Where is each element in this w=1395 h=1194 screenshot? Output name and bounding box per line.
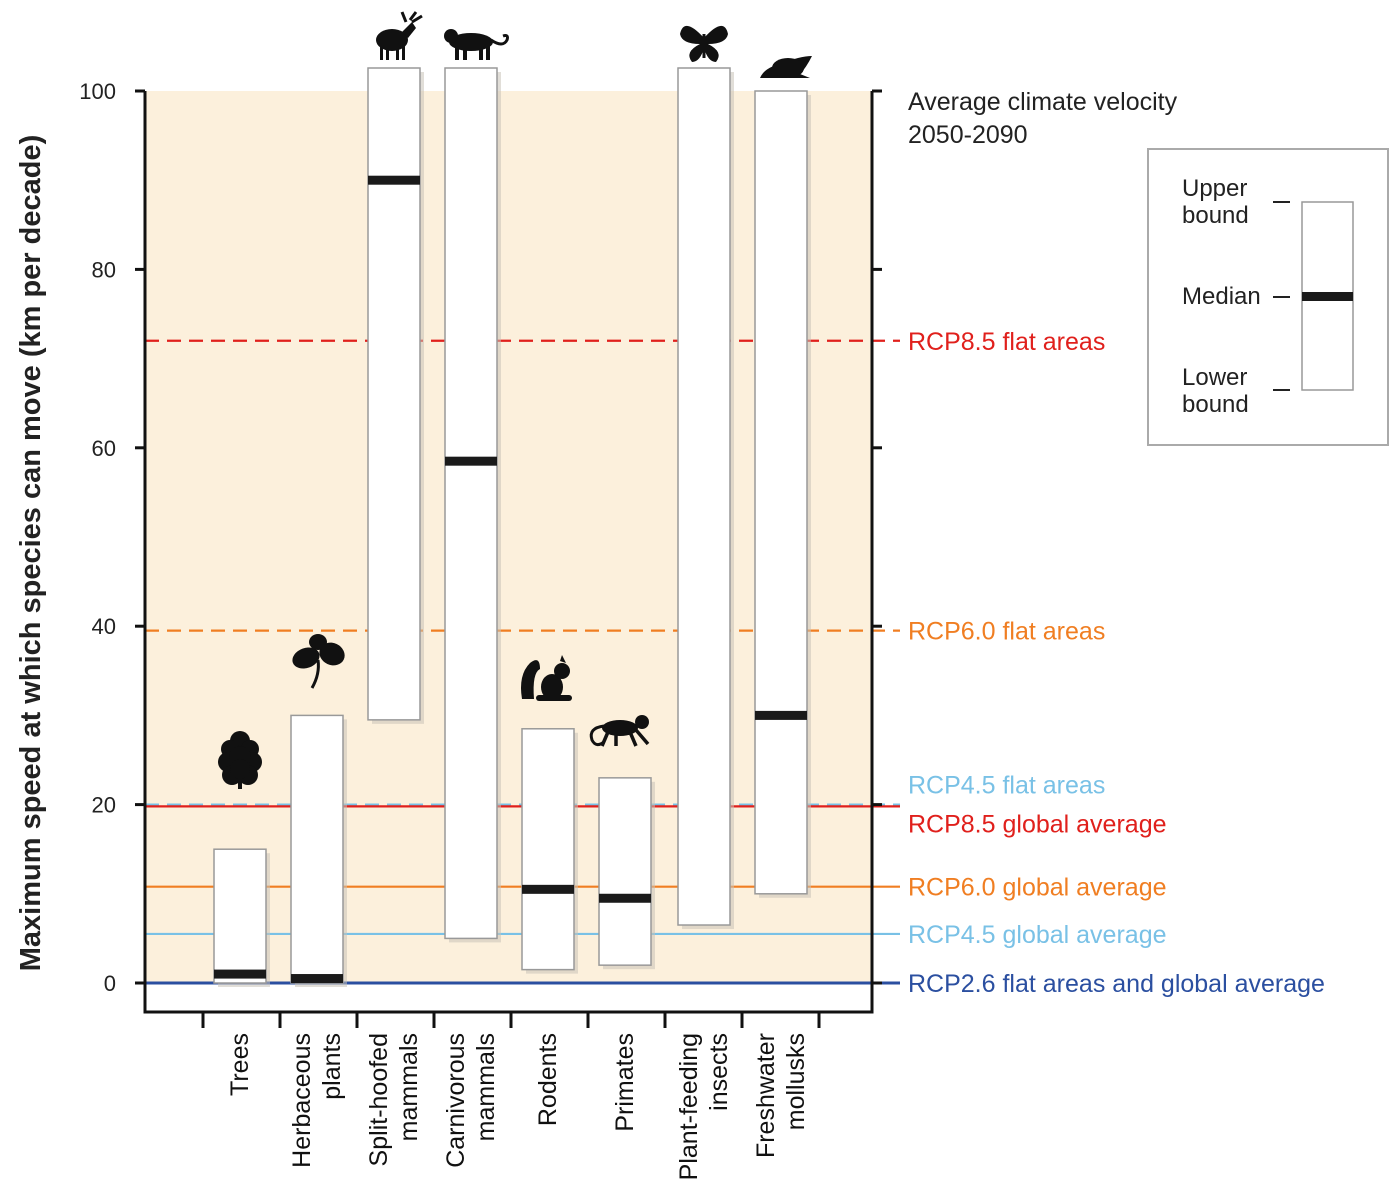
butterfly-icon bbox=[680, 25, 728, 62]
range-box bbox=[754, 90, 808, 895]
reference-line-label: RCP6.0 flat areas bbox=[908, 618, 1105, 646]
median-bar bbox=[291, 974, 343, 984]
snail-icon bbox=[760, 56, 812, 78]
range-box bbox=[521, 728, 575, 971]
category-label: Split-hoofed bbox=[365, 1033, 393, 1166]
big-cat-icon bbox=[444, 29, 509, 60]
y-tick-label: 60 bbox=[92, 436, 116, 461]
reference-line-label: RCP2.6 flat areas and global average bbox=[908, 970, 1325, 998]
legend-lower-label: Lower bbox=[1182, 364, 1247, 391]
moose-icon bbox=[376, 11, 423, 60]
category-label: plants bbox=[318, 1033, 346, 1100]
reference-line-label: RCP8.5 global average bbox=[908, 810, 1167, 838]
range-box bbox=[367, 67, 421, 721]
category-label: Herbaceous bbox=[288, 1033, 316, 1168]
category-label: mammals bbox=[395, 1033, 423, 1141]
y-tick-label: 0 bbox=[104, 971, 116, 996]
median-bar bbox=[522, 884, 574, 894]
plot-background-layer bbox=[145, 91, 872, 983]
y-tick-label: 20 bbox=[92, 793, 116, 818]
category-label: Carnivorous bbox=[442, 1033, 470, 1168]
range-box bbox=[598, 777, 652, 966]
range-box bbox=[444, 67, 498, 940]
legend-upper-label: bound bbox=[1182, 202, 1249, 229]
squirrel-icon bbox=[521, 655, 572, 701]
median-bar bbox=[368, 175, 420, 185]
legend-median-bar bbox=[1302, 292, 1353, 301]
median-bar bbox=[214, 969, 266, 979]
range-boxes-layer bbox=[213, 67, 811, 987]
reference-line-label: RCP4.5 flat areas bbox=[908, 772, 1105, 800]
reference-lines-layer: RCP8.5 flat areas RCP6.0 flat areas RCP4.5… bbox=[145, 328, 1325, 998]
monkey-icon bbox=[589, 715, 650, 747]
category-label: Plant-feeding bbox=[675, 1033, 703, 1180]
category-label: mollusks bbox=[782, 1033, 810, 1130]
median-bar bbox=[755, 710, 807, 720]
legend-median-label: Median bbox=[1182, 283, 1261, 310]
median-bar bbox=[445, 456, 497, 466]
range-box bbox=[290, 714, 344, 984]
median-bar bbox=[599, 893, 651, 903]
plot-area bbox=[145, 91, 872, 983]
legend-lower-label: bound bbox=[1182, 391, 1249, 418]
reference-line-label: RCP8.5 flat areas bbox=[908, 328, 1105, 356]
y-tick-label: 40 bbox=[92, 614, 116, 639]
range-box bbox=[677, 67, 731, 926]
y-axis-label: Maximum speed at which species can move … bbox=[15, 135, 47, 971]
y-tick-label: 80 bbox=[92, 257, 116, 282]
icons-layer bbox=[218, 11, 812, 789]
leaf-icon bbox=[292, 634, 345, 689]
category-label: Rodents bbox=[534, 1033, 562, 1126]
axes-layer: 0 20 40 60 80 100 Trees Herbaceous plants Split-h… bbox=[79, 79, 1177, 1180]
reference-line-label: RCP4.5 global average bbox=[908, 921, 1167, 949]
category-label: Trees bbox=[226, 1033, 254, 1096]
category-label: insects bbox=[705, 1033, 733, 1111]
tree-icon bbox=[218, 731, 262, 789]
right-axis-title: Average climate velocity bbox=[908, 88, 1178, 116]
reference-line-label: RCP6.0 global average bbox=[908, 874, 1167, 902]
y-tick-label: 100 bbox=[79, 79, 116, 104]
right-axis-title: 2050-2090 bbox=[908, 121, 1028, 149]
legend-upper-label: Upper bbox=[1182, 175, 1247, 202]
category-label: mammals bbox=[472, 1033, 500, 1141]
category-label: Primates bbox=[611, 1033, 639, 1132]
category-label: Freshwater bbox=[752, 1033, 780, 1158]
range-box bbox=[213, 848, 267, 984]
